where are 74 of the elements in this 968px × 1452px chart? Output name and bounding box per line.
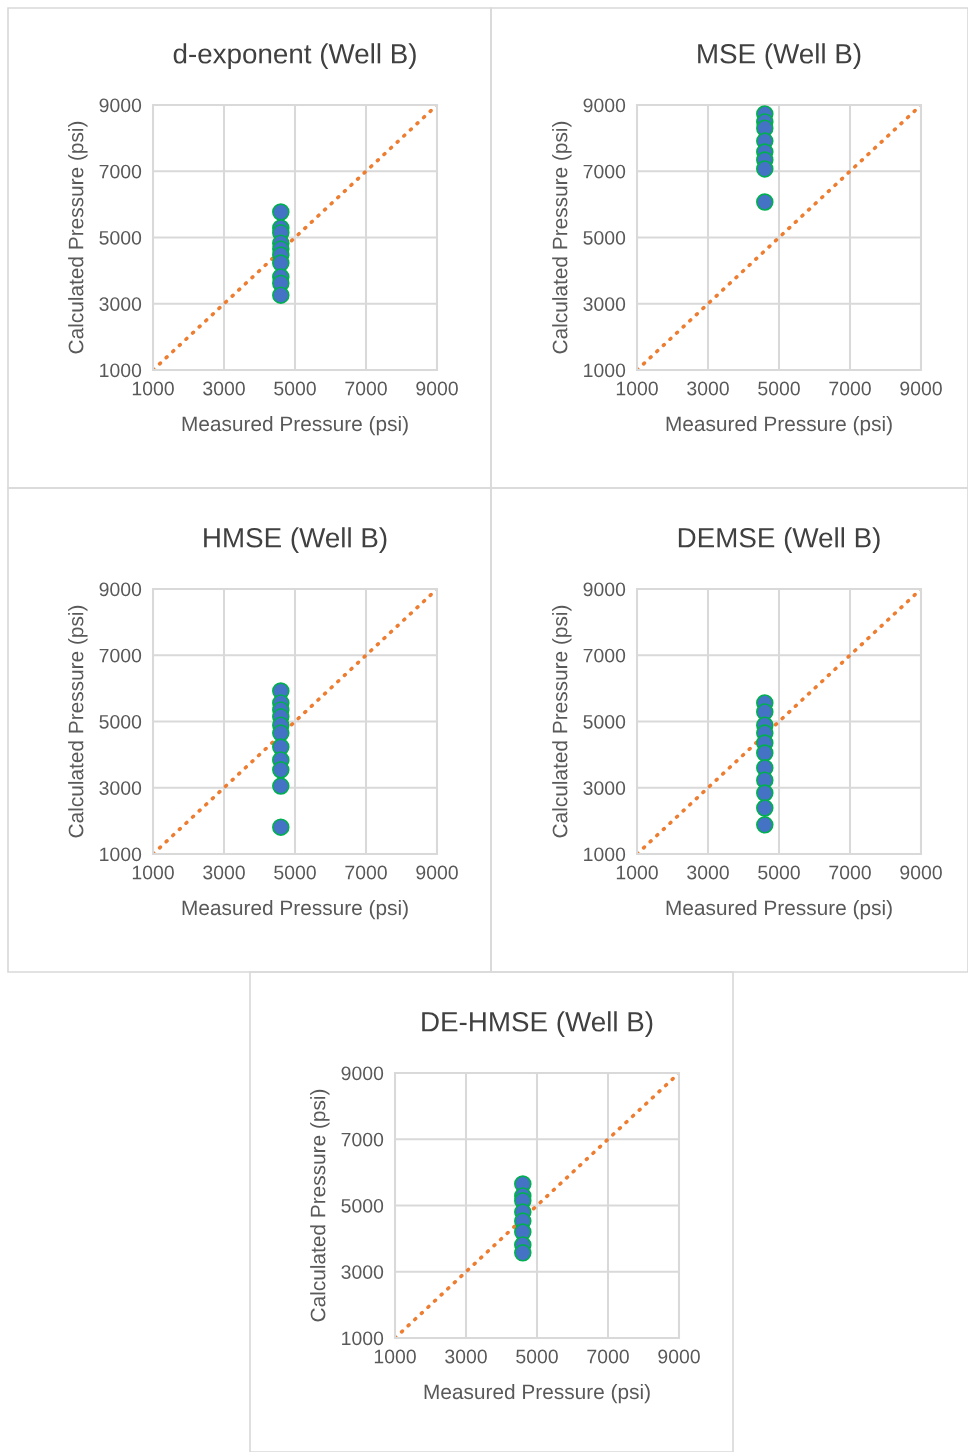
y-tick-label: 5000	[99, 230, 142, 245]
x-tick-label: 9000	[416, 381, 458, 396]
y-tick-label: 7000	[99, 648, 142, 663]
y-tick-label: 1000	[584, 363, 626, 378]
x-tick-label: 3000	[445, 1349, 487, 1364]
x-tick-label: 5000	[274, 381, 316, 396]
chart-title: d-exponent (Well B)	[173, 43, 416, 70]
y-axis-title: Calculated Pressure (psi)	[552, 121, 572, 354]
x-axis-title: Measured Pressure (psi)	[666, 899, 892, 920]
y-axis-title: Calculated Pressure (psi)	[68, 605, 88, 838]
y-tick-label: 7000	[583, 648, 626, 663]
y-tick-label: 3000	[341, 1265, 384, 1279]
y-tick-label: 1000	[100, 847, 142, 862]
chart-title: HMSE (Well B)	[204, 527, 387, 554]
y-tick-label: 5000	[99, 714, 142, 729]
y-tick-label: 9000	[583, 582, 626, 597]
point	[272, 761, 290, 779]
point	[756, 799, 774, 817]
point	[272, 818, 290, 836]
point	[756, 816, 774, 834]
point	[756, 784, 774, 802]
x-tick-label: 3000	[203, 381, 245, 396]
x-axis-title: Measured Pressure (psi)	[182, 899, 408, 920]
y-tick-label: 5000	[583, 714, 626, 729]
y-tick-label: 1000	[100, 363, 142, 378]
y-tick-label: 9000	[583, 98, 626, 113]
point	[756, 160, 774, 178]
y-axis-title: Calculated Pressure (psi)	[552, 605, 572, 838]
y-axis-title: Calculated Pressure (psi)	[68, 121, 88, 354]
y-tick-label: 9000	[99, 582, 142, 597]
x-tick-label: 1000	[616, 865, 658, 880]
x-tick-label: 5000	[516, 1349, 558, 1364]
x-tick-label: 1000	[132, 865, 174, 880]
y-tick-label: 9000	[341, 1066, 384, 1081]
x-tick-label: 3000	[203, 865, 245, 880]
x-tick-label: 1000	[132, 381, 174, 396]
y-tick-label: 5000	[341, 1198, 384, 1213]
x-tick-label: 9000	[658, 1349, 700, 1364]
x-tick-label: 9000	[900, 381, 942, 396]
x-tick-label: 3000	[687, 865, 729, 880]
point	[756, 193, 774, 211]
x-tick-label: 5000	[274, 865, 316, 880]
y-tick-label: 1000	[584, 847, 626, 862]
x-tick-label: 9000	[416, 865, 458, 880]
y-tick-label: 3000	[99, 781, 142, 795]
x-tick-label: 3000	[687, 381, 729, 396]
chart-title: MSE (Well B)	[698, 43, 861, 70]
point	[272, 286, 290, 304]
x-tick-label: 5000	[758, 865, 800, 880]
chart-title: DEMSE (Well B)	[678, 527, 880, 554]
x-tick-label: 7000	[829, 865, 871, 880]
y-tick-label: 7000	[583, 164, 626, 179]
chart-title: DE-HMSE (Well B)	[422, 1011, 653, 1038]
y-axis-title: Calculated Pressure (psi)	[310, 1089, 330, 1322]
x-tick-label: 1000	[616, 381, 658, 396]
x-axis-title: Measured Pressure (psi)	[424, 1383, 650, 1404]
point	[756, 744, 774, 762]
point	[272, 777, 290, 795]
y-tick-label: 3000	[583, 297, 626, 311]
y-tick-label: 7000	[341, 1132, 384, 1147]
x-tick-label: 9000	[900, 865, 942, 880]
y-tick-label: 9000	[99, 98, 142, 113]
y-tick-label: 7000	[99, 164, 142, 179]
x-tick-label: 7000	[829, 381, 871, 396]
x-axis-title: Measured Pressure (psi)	[182, 415, 408, 436]
y-tick-label: 5000	[583, 230, 626, 245]
x-axis-title: Measured Pressure (psi)	[666, 415, 892, 436]
x-tick-label: 5000	[758, 381, 800, 396]
x-tick-label: 1000	[374, 1349, 416, 1364]
y-tick-label: 3000	[99, 297, 142, 311]
point	[272, 203, 290, 221]
point	[514, 1244, 532, 1262]
y-tick-label: 3000	[583, 781, 626, 795]
y-tick-label: 1000	[342, 1331, 384, 1346]
